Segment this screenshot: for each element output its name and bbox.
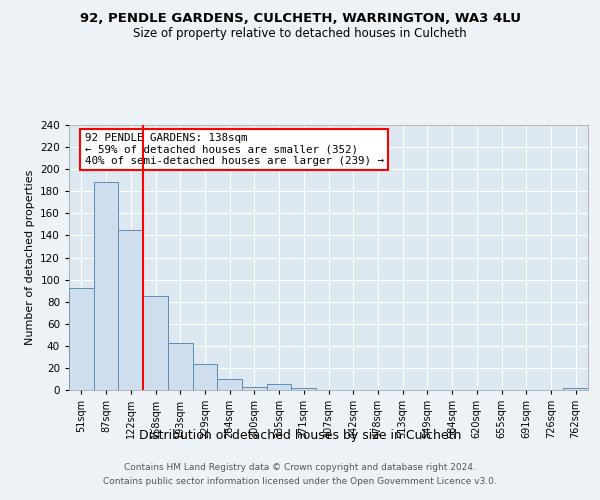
Bar [563, 388, 588, 390]
Bar [168, 342, 193, 390]
Bar [143, 296, 168, 390]
Bar [118, 230, 143, 390]
Text: 92, PENDLE GARDENS, CULCHETH, WARRINGTON, WA3 4LU: 92, PENDLE GARDENS, CULCHETH, WARRINGTON… [79, 12, 521, 26]
Text: Distribution of detached houses by size in Culcheth: Distribution of detached houses by size … [139, 428, 461, 442]
Bar [217, 379, 242, 390]
Bar [94, 182, 118, 390]
Bar [69, 288, 94, 390]
Y-axis label: Number of detached properties: Number of detached properties [25, 170, 35, 345]
Text: Contains HM Land Registry data © Crown copyright and database right 2024.: Contains HM Land Registry data © Crown c… [124, 463, 476, 472]
Text: Size of property relative to detached houses in Culcheth: Size of property relative to detached ho… [133, 28, 467, 40]
Text: 92 PENDLE GARDENS: 138sqm
← 59% of detached houses are smaller (352)
40% of semi: 92 PENDLE GARDENS: 138sqm ← 59% of detac… [85, 133, 383, 166]
Bar [193, 364, 217, 390]
Bar [242, 386, 267, 390]
Bar [267, 384, 292, 390]
Text: Contains public sector information licensed under the Open Government Licence v3: Contains public sector information licen… [103, 476, 497, 486]
Bar [292, 388, 316, 390]
